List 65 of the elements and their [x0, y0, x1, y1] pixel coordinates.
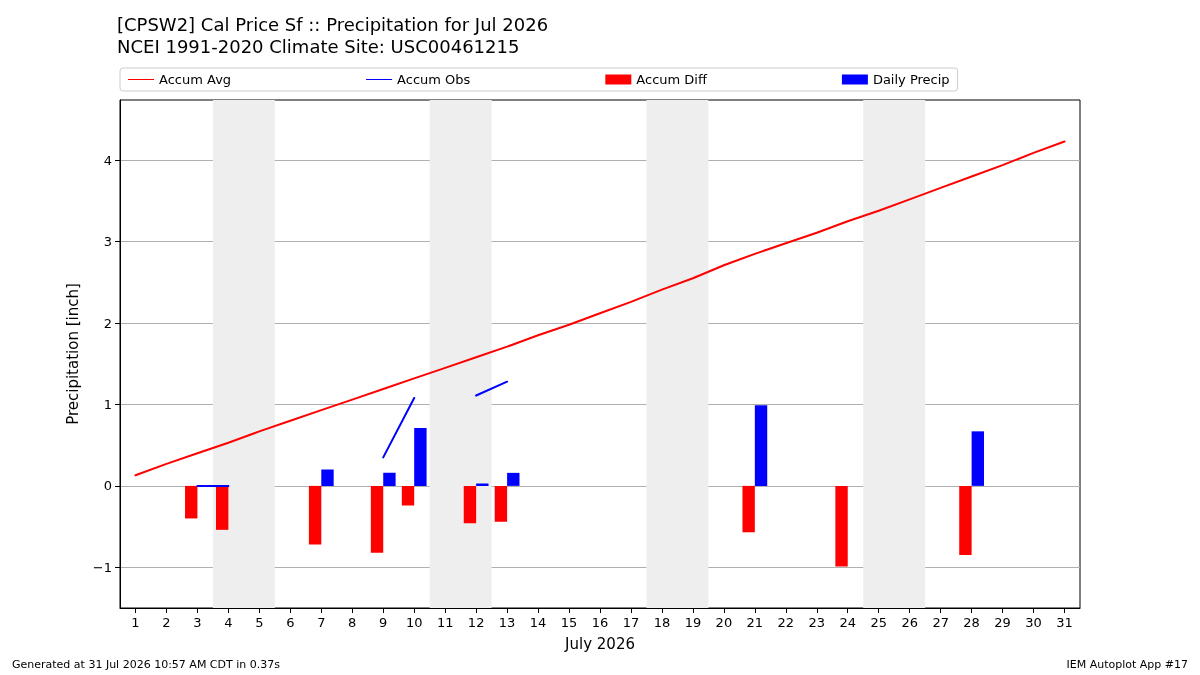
x-tick-label: 24	[839, 615, 857, 630]
y-tick-label: 0	[103, 478, 112, 494]
x-tick-label: 30	[1025, 615, 1042, 630]
y-tick-label: 3	[103, 234, 112, 250]
x-tick-label: 10	[405, 615, 423, 630]
y-tick-label: 4	[103, 152, 112, 168]
bar	[742, 485, 755, 533]
x-tick-label: 31	[1056, 615, 1073, 630]
x-tick-label: 4	[224, 615, 233, 630]
x-tick-label: 11	[436, 615, 454, 630]
x-tick-label: 16	[591, 615, 609, 630]
x-tick-label: 7	[317, 615, 326, 630]
x-tick-label: 1	[131, 615, 140, 630]
x-tick-label: 18	[653, 615, 671, 630]
x-tick-label: 27	[932, 615, 949, 630]
bar	[370, 485, 384, 553]
bar	[971, 431, 984, 486]
x-tick-label: 12	[467, 615, 485, 630]
x-tick-label: 23	[808, 615, 826, 630]
x-tick-label: 3	[193, 615, 202, 630]
y-tick-label: 2	[103, 315, 112, 331]
bar	[754, 405, 768, 486]
bar	[959, 485, 972, 556]
x-tick-label: 8	[348, 615, 357, 630]
x-tick-label: 17	[622, 615, 640, 630]
bar	[308, 485, 322, 545]
y-tick-label: 1	[103, 396, 112, 412]
x-tick-label: 22	[777, 615, 795, 630]
x-tick-label: 9	[379, 615, 388, 630]
x-tick-label: 19	[684, 615, 702, 630]
x-tick-label: 5	[255, 615, 264, 630]
legend-label: Accum Diff	[636, 72, 708, 87]
x-tick-label: 15	[560, 615, 578, 630]
y-axis-title: Precipitation [inch]	[63, 283, 82, 425]
x-tick-label: 25	[870, 615, 887, 630]
x-tick-label: 26	[901, 615, 918, 630]
bar	[321, 469, 334, 486]
legend-label: Accum Avg	[159, 72, 232, 87]
x-tick-label: 28	[963, 615, 980, 630]
text: IEM Autoplot App #17	[1066, 658, 1188, 671]
x-tick-label: 20	[715, 615, 733, 630]
bar	[383, 472, 396, 486]
x-tick-label: 14	[529, 615, 547, 630]
line-series	[134, 140, 1066, 477]
x-tick-label: 21	[746, 615, 764, 630]
x-tick-label: 2	[162, 615, 171, 630]
chart-title: [CPSW2] Cal Price Sf :: Precipitation for Jul 2026	[117, 13, 549, 35]
x-tick-label: 29	[994, 615, 1011, 630]
bar	[463, 485, 477, 524]
bar	[401, 485, 415, 506]
bar	[494, 485, 508, 522]
chart-subtitle: NCEI 1991-2020 Climate Site: USC00461215	[117, 35, 520, 57]
y-tick-label: −1	[92, 559, 112, 575]
legend-label: Daily Precip	[872, 72, 950, 87]
x-tick-label: 6	[286, 615, 295, 630]
legend-label: Accum Obs	[397, 72, 471, 87]
bar	[507, 472, 520, 486]
bar	[185, 485, 198, 519]
x-tick-label: 13	[498, 615, 516, 630]
bar	[216, 485, 229, 530]
bar	[476, 483, 489, 486]
x-axis-title: July 2026	[564, 634, 635, 653]
text: Generated at 31 Jul 2026 10:57 AM CDT in 0.37s	[12, 658, 281, 671]
bar	[835, 485, 848, 567]
bar	[414, 428, 427, 486]
